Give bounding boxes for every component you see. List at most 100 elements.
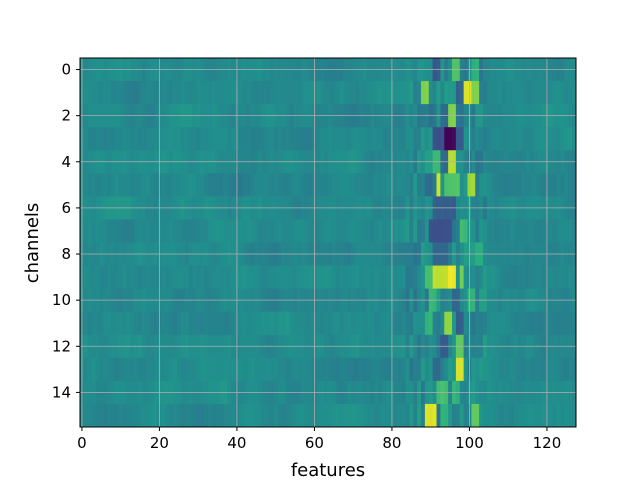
heatmap-cell: [165, 81, 170, 105]
heatmap-cell: [506, 173, 511, 197]
heatmap-cell: [529, 173, 534, 197]
heatmap-cell: [529, 403, 534, 428]
heatmap-cell: [537, 173, 542, 197]
heatmap-cell: [122, 265, 127, 289]
heatmap-cell: [362, 357, 368, 382]
heatmap-cell: [417, 265, 422, 289]
heatmap-cell: [475, 81, 480, 105]
heatmap-cell: [502, 81, 507, 105]
heatmap-cell: [572, 311, 577, 336]
heatmap-cell: [548, 311, 554, 336]
heatmap-cell: [207, 173, 213, 197]
heatmap-cell: [413, 219, 418, 243]
heatmap-cell: [452, 127, 457, 151]
heatmap-cell: [517, 357, 523, 382]
heatmap-cell: [145, 265, 151, 289]
heatmap-cell: [521, 311, 526, 336]
heatmap-cell: [192, 265, 197, 289]
heatmap-cell: [517, 127, 523, 151]
heatmap-cell: [254, 173, 259, 197]
heatmap-cell: [165, 311, 170, 336]
heatmap-cell: [335, 265, 340, 289]
heatmap-cell: [293, 403, 298, 428]
heatmap-cell: [242, 357, 247, 382]
heatmap-cell: [517, 265, 523, 289]
heatmap-cell: [459, 311, 464, 336]
heatmap-cell: [378, 311, 383, 336]
heatmap-cell: [142, 311, 147, 336]
heatmap-cell: [436, 127, 441, 151]
heatmap-cell: [448, 403, 453, 428]
heatmap-cell: [107, 265, 112, 289]
heatmap-cell: [176, 127, 182, 151]
y-tick-label: 4: [61, 153, 71, 171]
heatmap-cell: [95, 81, 100, 105]
heatmap-cell: [215, 219, 220, 243]
heatmap-cell: [227, 81, 232, 105]
heatmap-cell: [339, 265, 344, 289]
heatmap-cell: [188, 173, 193, 197]
heatmap-cell: [134, 127, 139, 151]
heatmap-cell: [510, 81, 515, 105]
heatmap-cell: [537, 311, 542, 336]
heatmap-cell: [355, 127, 360, 151]
heatmap-cell: [475, 219, 480, 243]
heatmap-cell: [459, 127, 464, 151]
heatmap-cell: [173, 173, 178, 197]
heatmap-cell: [378, 265, 383, 289]
heatmap-cell: [351, 173, 356, 197]
heatmap-cell: [452, 219, 457, 243]
heatmap-cell: [355, 357, 360, 382]
heatmap-cell: [533, 219, 538, 243]
heatmap-cell: [83, 357, 89, 382]
heatmap-cell: [506, 219, 511, 243]
heatmap-cell: [145, 173, 151, 197]
heatmap-cell: [192, 81, 197, 105]
heatmap-cell: [471, 173, 476, 197]
heatmap-cell: [153, 311, 158, 336]
heatmap-cell: [560, 173, 565, 197]
heatmap-cell: [161, 357, 166, 382]
heatmap-cell: [153, 219, 158, 243]
heatmap-cell: [475, 265, 480, 289]
heatmap-cell: [246, 127, 251, 151]
heatmap-cell: [215, 81, 220, 105]
heatmap-cell: [107, 311, 112, 336]
heatmap-cell: [231, 173, 236, 197]
heatmap-cell: [87, 81, 92, 105]
heatmap-cell: [145, 81, 151, 105]
heatmap-cell: [215, 311, 220, 336]
heatmap-cell: [432, 265, 437, 289]
heatmap-cell: [502, 311, 507, 336]
heatmap-cell: [463, 311, 468, 336]
heatmap-cell: [331, 81, 337, 105]
heatmap-cell: [564, 219, 569, 243]
heatmap-cell: [266, 265, 271, 289]
heatmap-cell: [386, 357, 391, 382]
heatmap-cell: [382, 265, 387, 289]
heatmap-cell: [514, 81, 519, 105]
heatmap-cell: [455, 173, 461, 197]
heatmap-cell: [362, 403, 368, 428]
heatmap-cell: [238, 219, 244, 243]
heatmap-cell: [486, 403, 492, 428]
heatmap-cell: [173, 311, 178, 336]
heatmap-cell: [552, 403, 557, 428]
heatmap-cell: [134, 311, 139, 336]
heatmap-cell: [184, 173, 189, 197]
heatmap-cell: [490, 265, 495, 289]
heatmap-cell: [494, 219, 499, 243]
heatmap-cell: [479, 357, 484, 382]
heatmap-cell: [521, 357, 526, 382]
heatmap-cell: [266, 173, 271, 197]
heatmap-cell: [366, 81, 371, 105]
heatmap-cell: [107, 127, 112, 151]
heatmap-cell: [351, 311, 356, 336]
heatmap-cell: [293, 357, 298, 382]
heatmap-cell: [196, 219, 201, 243]
heatmap-cell: [227, 311, 232, 336]
heatmap-cell: [122, 311, 127, 336]
heatmap-cell: [153, 403, 158, 428]
y-tick-label: 12: [52, 337, 71, 355]
heatmap-cell: [382, 219, 387, 243]
